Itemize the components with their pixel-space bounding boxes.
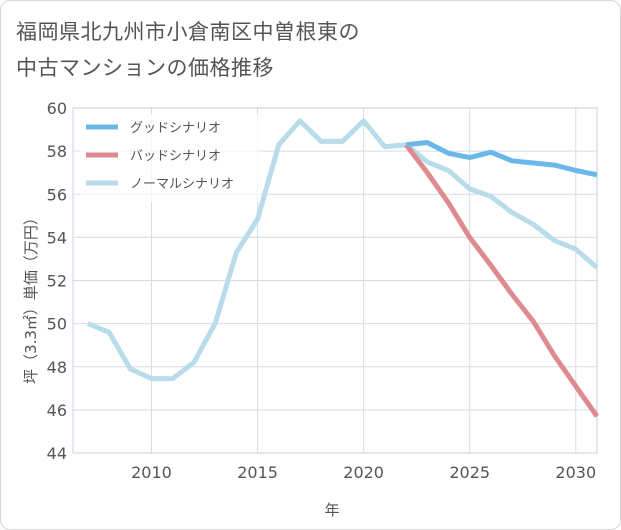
chart-title: 福岡県北九州市小倉南区中曽根東の 中古マンションの価格推移 [16,14,360,86]
y-axis-label: 坪（3.3㎡）単価（万円） [22,210,40,384]
x-tick-label: 2010 [131,463,172,482]
y-tick-label: 50 [47,315,67,334]
x-tick-label: 2020 [343,463,384,482]
legend-label: ノーマルシナリオ [130,177,234,192]
x-tick-label: 2015 [237,463,278,482]
series-line [86,118,599,382]
y-tick-label: 56 [47,185,67,204]
y-tick-label: 44 [47,444,67,463]
tick-labels: 44 46 48 50 52 54 56 58 60 2010 2015 2020 2025 2030 [47,99,597,482]
y-tick-label: 52 [47,272,67,291]
chart-title-line-1: 福岡県北九州市小倉南区中曽根東の [16,20,360,44]
y-tick-label: 48 [47,358,67,377]
series-line [404,143,600,418]
x-axis-label: 年 [324,501,339,519]
legend-label: グッドシナリオ [130,121,221,136]
chart-title-line-2: 中古マンションの価格推移 [16,56,274,80]
y-tick-label: 60 [47,99,67,118]
series-line [405,140,598,178]
y-tick-label: 58 [47,142,67,161]
x-tick-label: 2025 [449,463,490,482]
legend-label: バッドシナリオ [130,149,221,164]
x-tick-label: 2030 [555,463,596,482]
y-tick-label: 54 [47,228,67,247]
series-lines [86,118,600,418]
y-tick-label: 46 [47,401,67,420]
plot-border [72,107,598,454]
